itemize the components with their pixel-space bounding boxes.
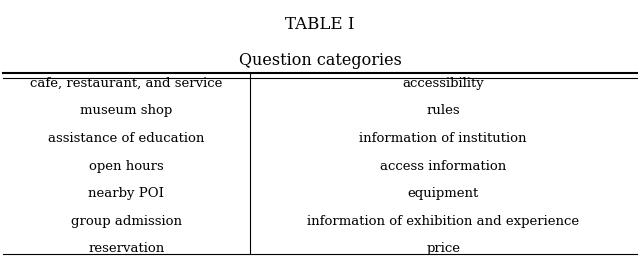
Text: reservation: reservation [88,242,164,255]
Text: assistance of education: assistance of education [48,132,205,145]
Text: accessibility: accessibility [403,77,484,90]
Text: information of institution: information of institution [360,132,527,145]
Text: Question categories: Question categories [239,52,401,69]
Text: rules: rules [426,105,460,117]
Text: access information: access information [380,160,506,173]
Text: information of exhibition and experience: information of exhibition and experience [307,215,579,228]
Text: price: price [426,242,460,255]
Text: nearby POI: nearby POI [88,187,164,200]
Text: museum shop: museum shop [80,105,173,117]
Text: equipment: equipment [408,187,479,200]
Text: open hours: open hours [89,160,164,173]
Text: group admission: group admission [71,215,182,228]
Text: TABLE I: TABLE I [285,16,355,33]
Text: cafe, restaurant, and service: cafe, restaurant, and service [30,77,223,90]
